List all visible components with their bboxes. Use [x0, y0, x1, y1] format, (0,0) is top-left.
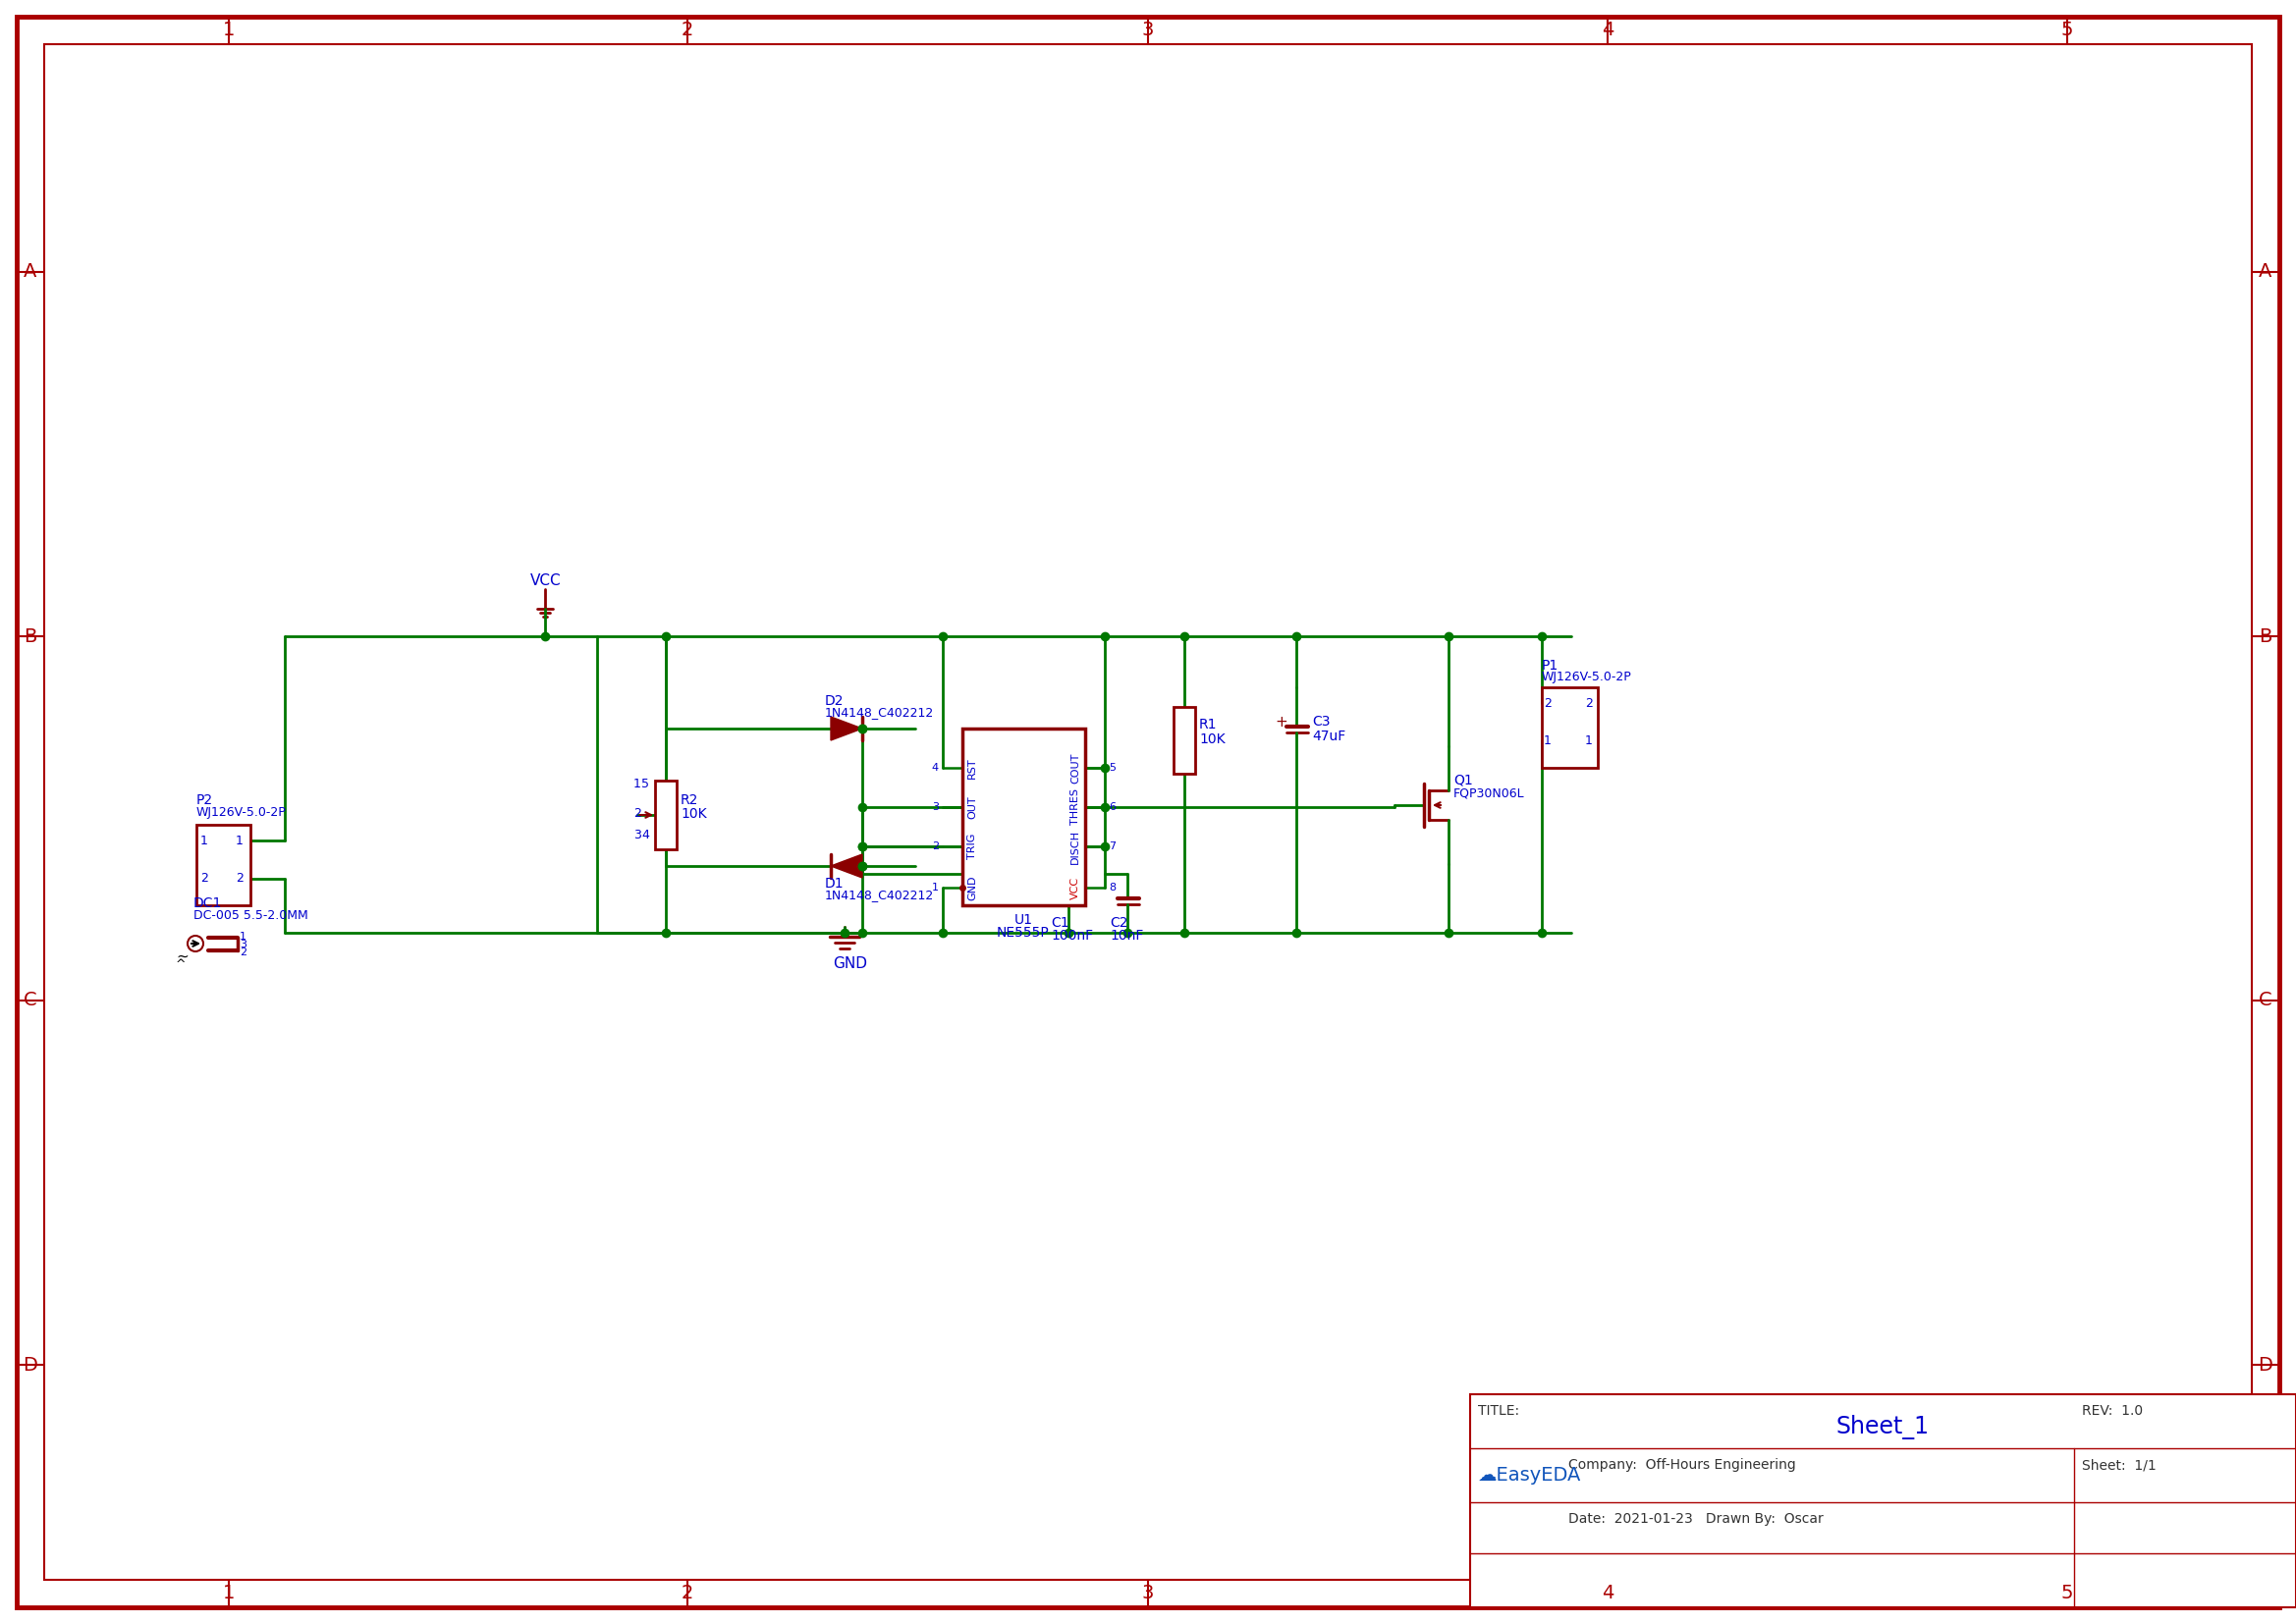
- Text: D2: D2: [824, 693, 845, 708]
- Bar: [1173, 706, 1196, 773]
- Text: DISCH: DISCH: [1070, 830, 1079, 864]
- Text: 1: 1: [223, 21, 234, 39]
- Text: 5: 5: [1109, 763, 1116, 773]
- Text: ^: ^: [177, 958, 186, 971]
- Text: A: A: [2259, 263, 2273, 281]
- Text: 100nF: 100nF: [1052, 929, 1093, 942]
- Text: REV:  1.0: REV: 1.0: [2082, 1405, 2142, 1418]
- Text: P1: P1: [1543, 659, 1559, 672]
- Text: 2: 2: [682, 1585, 693, 1603]
- Text: B: B: [2259, 627, 2273, 646]
- Bar: [197, 825, 250, 905]
- Text: 47uF: 47uF: [1311, 729, 1345, 744]
- Text: GND: GND: [967, 875, 978, 900]
- Bar: [1469, 1395, 2296, 1608]
- Text: 10nF: 10nF: [1109, 929, 1143, 942]
- Text: 5: 5: [2062, 21, 2073, 39]
- Text: D: D: [2259, 1356, 2273, 1374]
- Text: C3: C3: [1311, 715, 1329, 729]
- Text: 1: 1: [634, 778, 641, 791]
- Text: A: A: [23, 263, 37, 281]
- Text: 4: 4: [1603, 1585, 1614, 1603]
- Text: 1: 1: [223, 1585, 234, 1603]
- Text: 1: 1: [200, 835, 209, 846]
- Text: TITLE:: TITLE:: [1479, 1405, 1520, 1418]
- Text: 2: 2: [1584, 697, 1593, 710]
- Text: COUT: COUT: [1070, 752, 1079, 783]
- Text: D1: D1: [824, 877, 845, 890]
- Text: 1: 1: [932, 883, 939, 893]
- Text: C1: C1: [1052, 916, 1070, 931]
- Text: THRES: THRES: [1070, 789, 1079, 825]
- Text: 2: 2: [634, 807, 641, 820]
- Text: RST: RST: [967, 757, 978, 778]
- Text: P2: P2: [197, 794, 214, 807]
- Text: TRIG: TRIG: [967, 833, 978, 859]
- Text: 2: 2: [682, 21, 693, 39]
- Text: R2: R2: [680, 794, 698, 807]
- Text: 2: 2: [239, 947, 246, 957]
- Text: 2: 2: [236, 872, 243, 885]
- Text: 7: 7: [1109, 841, 1116, 851]
- Text: 1: 1: [1543, 734, 1552, 747]
- Text: 2: 2: [200, 872, 209, 885]
- Text: WJ126V-5.0-2P: WJ126V-5.0-2P: [1543, 671, 1632, 684]
- Text: 3: 3: [239, 940, 246, 950]
- Text: 3: 3: [932, 802, 939, 812]
- Bar: [654, 781, 677, 849]
- Bar: [1543, 687, 1598, 768]
- Polygon shape: [831, 854, 863, 879]
- Text: 1N4148_C402212: 1N4148_C402212: [824, 706, 934, 719]
- Text: WJ126V-5.0-2P: WJ126V-5.0-2P: [197, 806, 287, 818]
- Text: ~: ~: [177, 948, 188, 963]
- Text: 1: 1: [236, 835, 243, 846]
- Text: Sheet:  1/1: Sheet: 1/1: [2082, 1458, 2156, 1471]
- Text: +: +: [1274, 715, 1288, 729]
- Text: 2: 2: [1543, 697, 1552, 710]
- Text: Company:  Off-Hours Engineering: Company: Off-Hours Engineering: [1568, 1458, 1795, 1471]
- Text: 6: 6: [1109, 802, 1116, 812]
- Text: DC-005 5.5-2.0MM: DC-005 5.5-2.0MM: [193, 909, 308, 921]
- Text: 1: 1: [1584, 734, 1593, 747]
- Text: C: C: [23, 991, 37, 1010]
- Text: 1: 1: [239, 932, 246, 942]
- Text: 4: 4: [641, 830, 650, 841]
- Text: DC1: DC1: [193, 896, 223, 909]
- Text: 5: 5: [2062, 1585, 2073, 1603]
- Text: FQP30N06L: FQP30N06L: [1453, 788, 1525, 799]
- Text: 10K: 10K: [680, 807, 707, 820]
- Text: U1: U1: [1015, 913, 1033, 927]
- Text: B: B: [23, 627, 37, 646]
- Text: 10K: 10K: [1199, 732, 1226, 745]
- Text: C2: C2: [1109, 916, 1127, 931]
- Text: R1: R1: [1199, 718, 1217, 731]
- Text: 4: 4: [932, 763, 939, 773]
- Text: Q1: Q1: [1453, 773, 1472, 788]
- Text: 3: 3: [634, 830, 641, 841]
- Text: 8: 8: [1109, 883, 1116, 893]
- Text: VCC: VCC: [530, 573, 560, 588]
- Text: 4: 4: [1603, 21, 1614, 39]
- Text: 3: 3: [1141, 1585, 1155, 1603]
- Text: 5: 5: [641, 778, 650, 791]
- Text: 3: 3: [1141, 21, 1155, 39]
- Text: C: C: [2259, 991, 2273, 1010]
- Text: ☁EasyEDA: ☁EasyEDA: [1479, 1466, 1582, 1484]
- Bar: [962, 729, 1086, 905]
- Text: VCC: VCC: [1070, 877, 1079, 900]
- Text: Date:  2021-01-23   Drawn By:  Oscar: Date: 2021-01-23 Drawn By: Oscar: [1568, 1512, 1823, 1527]
- Text: Sheet_1: Sheet_1: [1837, 1416, 1929, 1440]
- Polygon shape: [831, 716, 863, 741]
- Text: OUT: OUT: [967, 796, 978, 818]
- Text: D: D: [23, 1356, 37, 1374]
- Text: GND: GND: [833, 957, 868, 971]
- Text: 1N4148_C402212: 1N4148_C402212: [824, 888, 934, 901]
- Text: NE555P: NE555P: [996, 926, 1049, 940]
- Text: 2: 2: [932, 841, 939, 851]
